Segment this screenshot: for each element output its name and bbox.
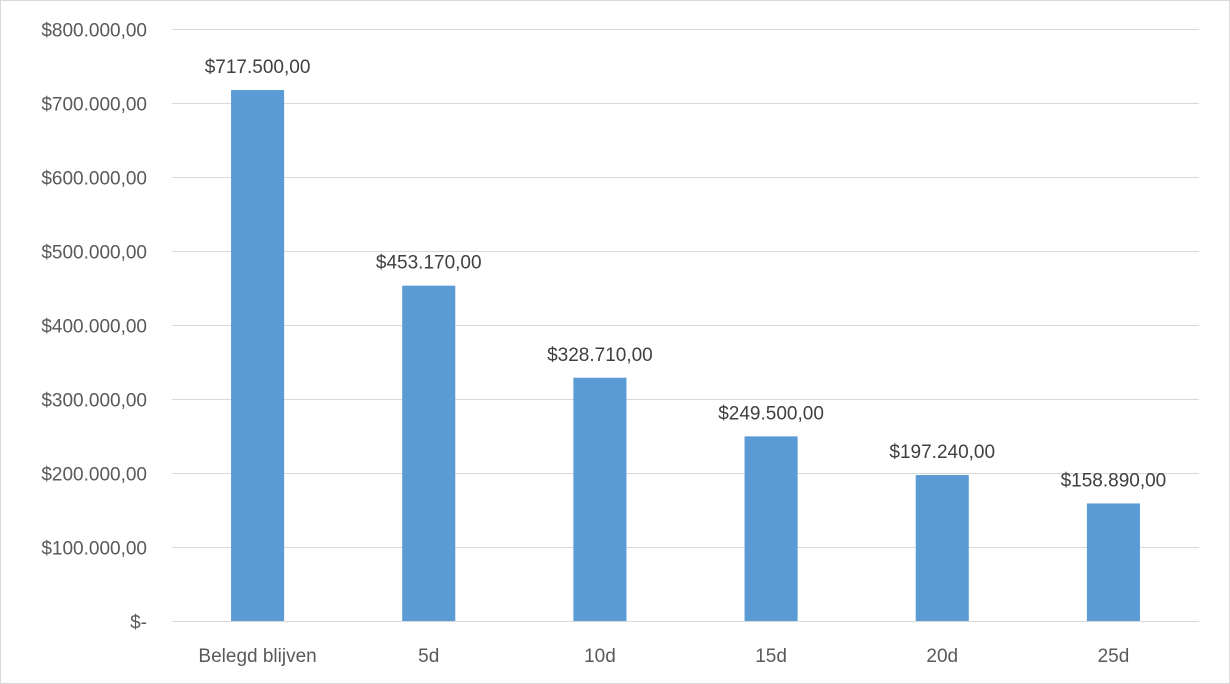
y-tick-label: $800.000,00 — [41, 21, 147, 42]
x-tick-label: 25d — [1098, 646, 1130, 667]
y-tick-label: $100.000,00 — [41, 539, 147, 560]
bar — [231, 90, 285, 622]
bars — [231, 90, 1140, 622]
bar-data-label: $197.240,00 — [889, 442, 995, 463]
y-axis-ticks: $- $100.000,00 $200.000,00 $300.000,00 $400.… — [41, 21, 147, 634]
x-tick-label: 20d — [926, 646, 958, 667]
bar-data-label: $453.170,00 — [376, 253, 482, 274]
bar-data-label: $249.500,00 — [718, 403, 824, 424]
bar — [1086, 503, 1140, 621]
bar-data-label: $328.710,00 — [547, 345, 653, 366]
y-tick-label: $200.000,00 — [41, 465, 147, 486]
x-axis-ticks: Belegd blijven 5d 10d 15d 20d 25d — [198, 646, 1129, 667]
data-labels: $717.500,00 $453.170,00 $328.710,00 $249.50… — [205, 57, 1167, 491]
x-tick-label: Belegd blijven — [198, 646, 316, 667]
y-tick-label: $300.000,00 — [41, 391, 147, 412]
gridlines — [172, 29, 1199, 622]
bar-data-label: $717.500,00 — [205, 57, 311, 78]
y-tick-label: $700.000,00 — [41, 95, 147, 116]
y-tick-label: $500.000,00 — [41, 243, 147, 264]
bar-data-label: $158.890,00 — [1061, 470, 1167, 491]
bar — [915, 475, 969, 621]
x-tick-label: 10d — [584, 646, 616, 667]
x-tick-label: 15d — [755, 646, 787, 667]
bar — [573, 377, 627, 621]
y-tick-label: $400.000,00 — [41, 317, 147, 338]
y-tick-label: $- — [130, 613, 147, 634]
x-tick-label: 5d — [418, 646, 439, 667]
y-tick-label: $600.000,00 — [41, 169, 147, 190]
bar — [402, 285, 456, 621]
bar — [744, 436, 798, 621]
